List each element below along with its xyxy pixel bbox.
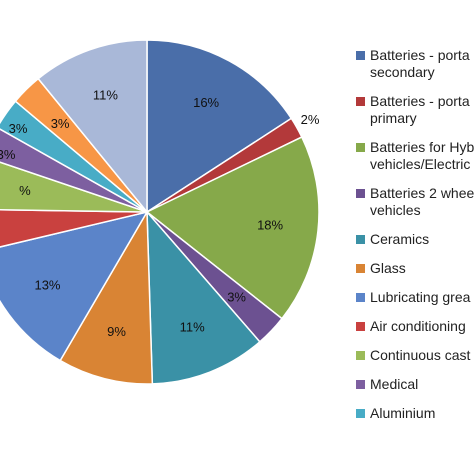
legend-swatch [356,97,365,106]
legend-swatch [356,51,365,60]
legend-label: Ceramics [370,231,429,247]
legend-swatch [356,189,365,198]
legend-label: Batteries - porta [370,93,470,109]
slice-label: 3% [9,121,28,136]
pie-slice [0,208,148,248]
pie-slice [146,209,261,385]
legend-label: Batteries for Hyb [370,139,474,155]
legend-swatch [356,351,365,360]
pie-slice [145,136,320,320]
pie-slice [146,39,293,214]
legend-swatch [356,409,365,418]
legend-label: secondary [370,64,435,80]
slice-label: 13% [34,278,60,293]
legend-label: Batteries - porta [370,47,470,63]
legend-swatch [356,322,365,331]
legend-label: Aluminium [370,405,435,421]
pie-slices [0,39,320,385]
slice-label: 3% [0,147,16,162]
pie-slice [37,39,148,215]
slice-label: 3% [51,116,70,131]
legend-swatch [356,264,365,273]
slice-label: % [19,183,31,198]
pie-labels: 16% 2% 18% 3% 11% 9% 13%% 3% 3% 3% 11% [0,87,320,339]
slice-label: 11% [180,319,205,334]
slice-label: 2% [301,112,320,127]
legend-label: Batteries 2 whee [370,185,474,201]
legend-label: Lubricating grea [370,289,471,305]
legend-label: vehicles/Electric [370,156,470,172]
slice-label: 9% [107,324,126,339]
legend-swatch [356,235,365,244]
legend-swatch [356,143,365,152]
legend-swatch [356,380,365,389]
legend-label: Air conditioning [370,318,466,334]
legend-label: Continuous cast [370,347,471,363]
slice-label: 18% [257,217,283,232]
legend-label: Medical [370,376,418,392]
slice-label: 16% [193,95,219,110]
legend-label: Glass [370,260,406,276]
slice-label: 3% [227,290,246,305]
legend-label: primary [370,110,417,126]
legend-label: vehicles [370,202,421,218]
legend-swatch [356,293,365,302]
slice-label: 11% [93,87,118,102]
pie-slice [0,210,149,362]
pie-slice [59,209,154,385]
